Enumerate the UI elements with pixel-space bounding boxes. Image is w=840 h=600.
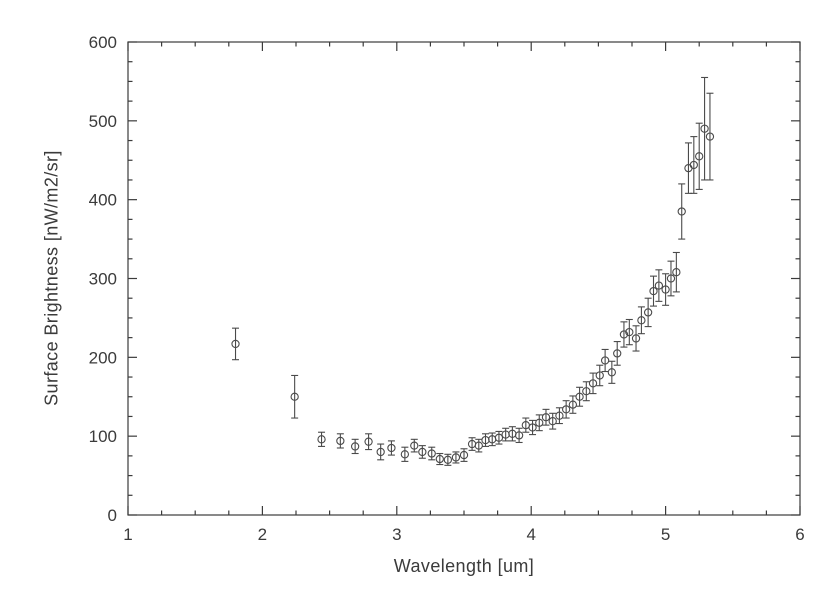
data-point-marker [568,400,578,409]
data-point-marker [625,327,634,337]
data-point-marker [336,436,345,446]
data-point-marker [613,349,622,358]
y-tick-label: 500 [89,112,117,131]
data-point-marker [661,285,670,294]
data-point-marker [666,274,676,283]
tick-labels: 1 2 3 4 5 6 0 100 200 300 400 500 600 [89,33,805,544]
x-tick-label: 3 [392,525,401,544]
data-point-marker [689,160,698,170]
axes [127,41,801,516]
data-point-marker [443,455,453,464]
y-tick-label: 100 [89,427,117,446]
data-point-marker [619,330,629,339]
data-point-marker [387,443,396,453]
data-point-marker [700,124,709,133]
data-point-marker [494,433,504,442]
data-point-marker [600,356,610,365]
data-point-marker [561,405,571,414]
data-point-marker [474,441,483,450]
data-point-marker [410,441,419,450]
data-point-marker [435,454,444,464]
data-point-marker [631,334,641,343]
data-points [231,76,715,466]
data-point-marker [514,431,524,440]
x-tick-label: 4 [526,525,535,544]
x-tick-label: 6 [795,525,804,544]
data-point-marker [575,392,584,401]
y-tick-label: 300 [89,270,117,289]
x-tick-label: 2 [258,525,267,544]
data-point-marker [459,450,469,460]
data-point-marker [290,392,299,401]
x-axis-label: Wavelength [um] [393,556,535,576]
y-tick-label: 0 [108,506,117,525]
data-point-marker [364,437,373,446]
data-point-marker [376,447,385,457]
data-point-marker [654,281,664,290]
y-axis-label: Surface Brightness [nW/m2/sr] [41,150,62,406]
data-point-marker [555,411,564,420]
data-point-marker [695,152,704,161]
y-tick-label: 200 [89,348,117,367]
data-point-marker [607,368,616,377]
data-point-marker [643,308,653,317]
y-tick-label: 600 [89,33,117,52]
data-point-marker [582,387,591,396]
data-point-marker [637,316,646,325]
data-point-marker [541,413,551,422]
x-tick-label: 1 [123,525,132,544]
data-point-marker [528,423,537,432]
data-point-marker [400,450,410,459]
x-tick-label: 5 [661,525,670,544]
data-point-marker [649,286,658,296]
data-point-marker [672,268,681,277]
data-point-marker [588,379,598,388]
data-point-marker [705,132,715,141]
data-point-marker [535,418,544,427]
data-point-marker [418,447,427,457]
data-point-marker [677,207,686,216]
data-point-marker [231,339,240,349]
data-point-marker [350,442,360,451]
data-point-marker [548,417,557,426]
data-point-marker [451,453,461,462]
y-tick-label: 400 [89,191,117,210]
data-point-marker [317,435,326,444]
data-point-marker [595,371,604,380]
data-point-marker [427,449,436,458]
